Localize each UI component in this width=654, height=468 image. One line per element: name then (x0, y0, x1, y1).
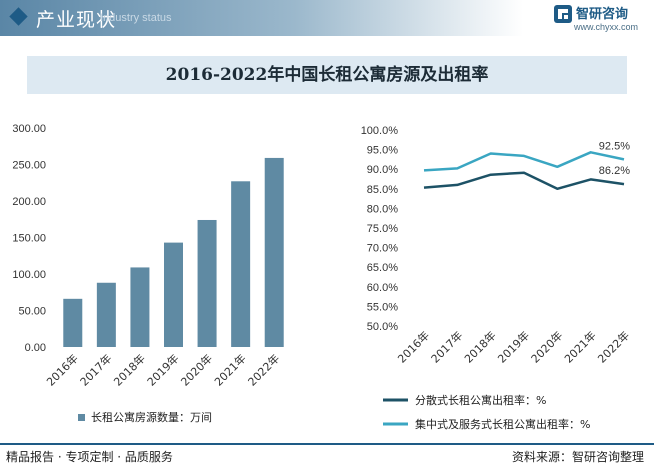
bar-y-tick-label: 50.00 (18, 306, 46, 318)
line-y-tick-label: 60.0% (367, 282, 398, 294)
line-y-tick-label: 100.0% (361, 125, 399, 137)
line-y-tick-label: 75.0% (367, 223, 398, 235)
line-x-tick-label: 2021年 (561, 328, 598, 365)
line-x-tick-label: 2018年 (461, 328, 498, 365)
chart-title: 2016-2022年中国长租公寓房源及出租率 (165, 65, 489, 85)
line-x-tick-label: 2017年 (428, 328, 465, 365)
line-x-tick-label: 2022年 (595, 328, 632, 365)
line-legend-label-dispersed: 分散式长租公寓出租率：% (415, 393, 546, 407)
bar-x-tick-label: 2019年 (144, 351, 181, 388)
bar-x-tick-label: 2020年 (178, 351, 215, 388)
bar (197, 219, 217, 347)
bar (96, 282, 116, 347)
bar-x-tick-label: 2021年 (211, 351, 248, 388)
bar-legend-swatch (78, 414, 85, 421)
line-y-tick-label: 50.0% (367, 321, 398, 333)
bar-y-tick-label: 250.00 (12, 160, 46, 172)
bar (264, 157, 284, 347)
bar-y-tick-label: 100.00 (12, 269, 46, 281)
line-x-tick-label: 2020年 (528, 328, 565, 365)
logo-url: www.chyxx.com (574, 22, 639, 32)
data-label-dispersed: 86.2% (599, 165, 630, 177)
line-y-tick-label: 70.0% (367, 243, 398, 255)
bar-x-tick-label: 2018年 (111, 351, 148, 388)
bar-x-tick-label: 2016年 (43, 351, 80, 388)
bar-y-tick-label: 300.00 (12, 123, 46, 135)
footer-source: 资料来源：智研咨询整理 (511, 450, 644, 464)
bar-y-tick-label: 150.00 (12, 233, 46, 245)
bar (63, 298, 83, 347)
section-subtitle: Industry status (100, 12, 172, 24)
line-y-tick-label: 85.0% (367, 184, 398, 196)
line-y-tick-label: 55.0% (367, 301, 398, 313)
line-legend-label-centralized: 集中式及服务式长租公寓出租率：% (415, 417, 590, 431)
footer-divider (0, 443, 654, 445)
line-x-tick-label: 2019年 (495, 328, 532, 365)
line-y-tick-label: 65.0% (367, 262, 398, 274)
logo-icon (554, 5, 572, 23)
line-series-centralized (423, 151, 625, 172)
bar (164, 242, 183, 347)
chart-title-box: 2016-2022年中国长租公寓房源及出租率 (27, 56, 627, 94)
bar (130, 267, 150, 347)
header-bar: 产业现状 Industry status (0, 0, 654, 36)
bar-x-tick-label: 2017年 (77, 351, 114, 388)
logo-name: 智研咨询 (576, 7, 629, 22)
line-series-dispersed (423, 171, 625, 191)
line-y-tick-label: 90.0% (367, 164, 398, 176)
section-title: 产业现状 (36, 9, 117, 31)
line-y-tick-label: 80.0% (367, 203, 398, 215)
line-x-tick-label: 2016年 (395, 328, 432, 365)
data-label-centralized: 92.5% (599, 140, 630, 152)
footer-slogan: 精品报告 · 专项定制 · 品质服务 (6, 450, 173, 464)
bar-legend-label: 长租公寓房源数量：万间 (91, 410, 212, 424)
bar-x-tick-label: 2022年 (245, 351, 282, 388)
bar-y-tick-label: 0.00 (25, 342, 46, 354)
bar-y-tick-label: 200.00 (12, 196, 46, 208)
line-y-tick-label: 95.0% (367, 145, 398, 157)
bar (231, 181, 251, 347)
